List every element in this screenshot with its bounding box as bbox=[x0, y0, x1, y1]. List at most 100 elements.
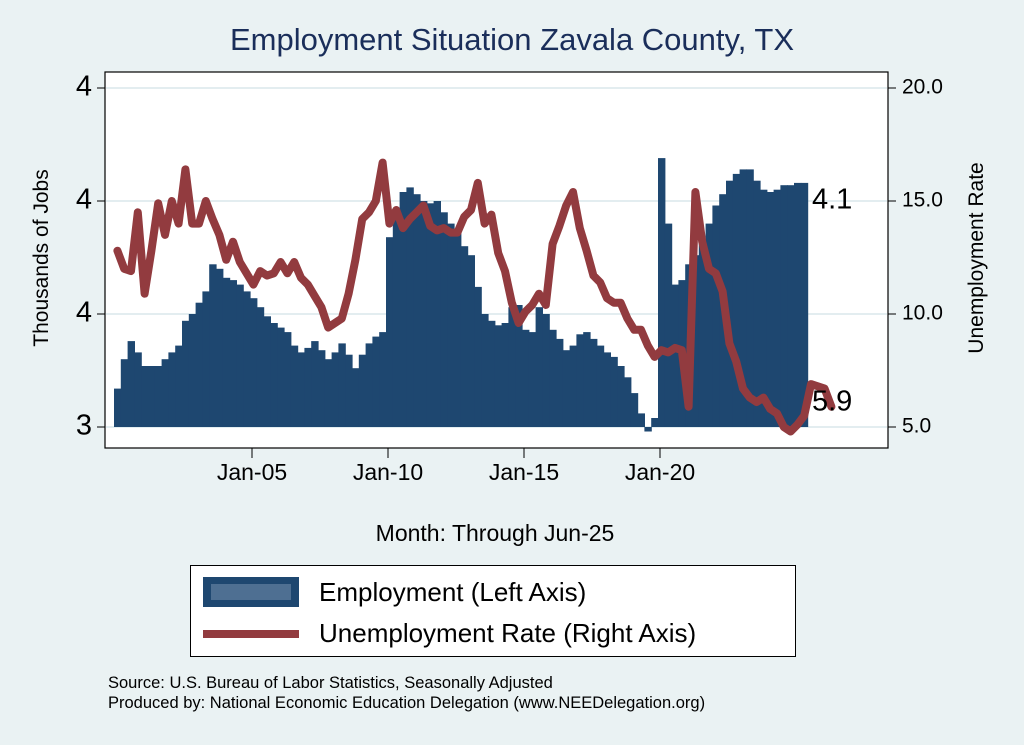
footer: Source: U.S. Bureau of Labor Statistics,… bbox=[108, 673, 705, 713]
employment-bar bbox=[746, 169, 754, 427]
x-axis: Jan-05 Jan-10 Jan-15 Jan-20 bbox=[217, 448, 695, 485]
employment-bar bbox=[780, 185, 788, 427]
employment-bar bbox=[712, 205, 720, 427]
unemployment-end-label: 5.9 bbox=[812, 386, 852, 418]
employment-bar bbox=[508, 307, 516, 427]
employment-bar bbox=[134, 352, 142, 427]
legend-label-unemployment: Unemployment Rate (Right Axis) bbox=[319, 617, 697, 648]
employment-bar bbox=[535, 307, 543, 427]
employment-bar bbox=[440, 212, 448, 427]
legend-label-employment: Employment (Left Axis) bbox=[319, 576, 587, 607]
right-tick-label: 15.0 bbox=[902, 189, 943, 212]
employment-bar bbox=[148, 366, 156, 427]
right-tick-label: 5.0 bbox=[902, 415, 931, 438]
employment-bar bbox=[141, 366, 149, 427]
employment-bar bbox=[120, 359, 129, 427]
employment-bar bbox=[392, 219, 401, 427]
employment-bar bbox=[481, 314, 489, 427]
employment-bar bbox=[705, 223, 713, 427]
left-axis: 4 4 4 3 bbox=[76, 71, 105, 442]
employment-bar bbox=[549, 329, 557, 427]
employment-bar bbox=[304, 347, 312, 427]
employment-bar bbox=[624, 377, 632, 427]
employment-bar bbox=[590, 338, 598, 427]
employment-bar bbox=[651, 418, 659, 427]
employment-bar bbox=[365, 343, 373, 427]
employment-bar bbox=[603, 352, 611, 427]
left-tick-label: 4 bbox=[76, 184, 92, 216]
legend-item-unemployment: Unemployment Rate (Right Axis) bbox=[203, 615, 696, 651]
employment-bar bbox=[474, 286, 482, 427]
x-axis-label: Month: Through Jun-25 bbox=[375, 520, 615, 546]
employment-bar bbox=[494, 325, 503, 427]
employment-bar bbox=[671, 284, 679, 427]
employment-bar bbox=[379, 332, 387, 427]
employment-bar bbox=[501, 323, 509, 427]
employment-bar bbox=[773, 189, 781, 427]
legend-item-employment: Employment (Left Axis) bbox=[203, 574, 586, 610]
x-tick-label: Jan-20 bbox=[625, 459, 695, 485]
employment-bar bbox=[760, 189, 768, 427]
right-axis: 20.0 15.0 10.0 5.0 bbox=[888, 76, 943, 438]
employment-bar bbox=[168, 352, 176, 427]
source-note: Source: U.S. Bureau of Labor Statistics,… bbox=[108, 674, 553, 692]
employment-bar bbox=[766, 192, 775, 427]
employment-bar bbox=[726, 180, 734, 427]
employment-bar bbox=[188, 314, 197, 427]
employment-bar bbox=[236, 284, 244, 427]
employment-bar bbox=[420, 201, 428, 427]
employment-bar bbox=[658, 158, 666, 427]
employment-bar bbox=[556, 338, 564, 427]
y-axis-right-label: Unemployment Rate bbox=[965, 162, 988, 354]
employment-bar bbox=[202, 291, 210, 427]
employment-bar bbox=[583, 332, 591, 427]
employment-bar bbox=[290, 345, 299, 427]
left-tick-label: 3 bbox=[76, 410, 92, 442]
employment-bar bbox=[413, 194, 421, 427]
employment-bar bbox=[318, 350, 326, 427]
employment-bar bbox=[569, 345, 577, 427]
y-axis-left-label: Thousands of Jobs bbox=[30, 169, 53, 347]
employment-bar bbox=[277, 327, 285, 427]
employment-bar bbox=[692, 255, 700, 427]
employment-bar bbox=[522, 329, 530, 427]
employment-bar bbox=[352, 368, 360, 427]
employment-bar bbox=[331, 352, 339, 427]
employment-bar bbox=[698, 239, 707, 427]
legend: Employment (Left Axis) Unemployment Rate… bbox=[190, 565, 796, 657]
x-tick-label: Jan-15 bbox=[489, 459, 559, 485]
employment-bar bbox=[630, 393, 639, 427]
employment-bar bbox=[460, 246, 469, 427]
employment-bar bbox=[386, 237, 394, 427]
employment-bar bbox=[753, 180, 761, 427]
employment-bar bbox=[372, 336, 380, 427]
right-tick-label: 10.0 bbox=[902, 302, 943, 325]
produced-by-note: Produced by: National Economic Education… bbox=[108, 694, 706, 712]
employment-bar bbox=[182, 320, 190, 427]
employment-bar bbox=[175, 345, 183, 427]
employment-bar bbox=[488, 320, 496, 427]
employment-bar bbox=[447, 223, 455, 427]
chart-title: Employment Situation Zavala County, TX bbox=[229, 22, 794, 57]
employment-bar bbox=[161, 359, 169, 427]
employment-bar bbox=[664, 223, 673, 427]
employment-bar bbox=[562, 350, 571, 427]
employment-end-label: 4.1 bbox=[812, 184, 852, 216]
employment-bar bbox=[515, 305, 523, 427]
employment-bar bbox=[528, 332, 537, 427]
employment-bar bbox=[324, 359, 333, 427]
employment-bar bbox=[637, 413, 645, 427]
employment-bar bbox=[596, 345, 605, 427]
employment-bar bbox=[209, 264, 217, 427]
employment-bar bbox=[794, 182, 802, 427]
employment-bar bbox=[270, 323, 278, 427]
x-tick-label: Jan-05 bbox=[217, 459, 287, 485]
employment-bar bbox=[216, 268, 224, 427]
employment-bar bbox=[222, 277, 231, 427]
employment-bar bbox=[576, 334, 584, 427]
left-tick-label: 4 bbox=[76, 71, 92, 103]
employment-bar bbox=[297, 352, 305, 427]
employment-bar bbox=[229, 280, 237, 427]
employment-bar bbox=[454, 232, 462, 427]
